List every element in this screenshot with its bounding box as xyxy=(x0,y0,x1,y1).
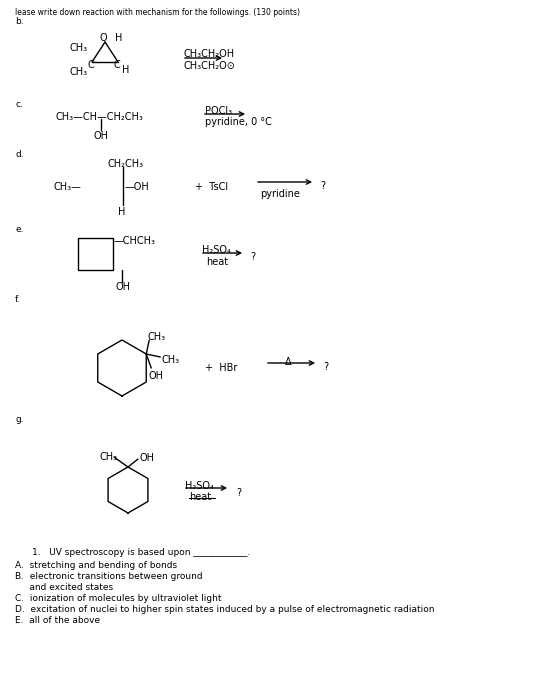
Text: H: H xyxy=(122,65,129,75)
Text: —OH: —OH xyxy=(125,182,150,192)
Bar xyxy=(78,238,113,270)
Text: D.  excitation of nuclei to higher spin states induced by a pulse of electromagn: D. excitation of nuclei to higher spin s… xyxy=(15,605,435,614)
Text: OH: OH xyxy=(116,282,131,292)
Text: CH₃: CH₃ xyxy=(69,43,87,53)
Text: O: O xyxy=(100,33,107,43)
Text: CH₃: CH₃ xyxy=(100,452,118,462)
Text: ?: ? xyxy=(320,181,325,191)
Text: CH₂CH₃: CH₂CH₃ xyxy=(108,159,144,169)
Text: ?: ? xyxy=(236,488,241,498)
Text: H: H xyxy=(115,33,122,43)
Text: CH₃CH₂OH: CH₃CH₂OH xyxy=(183,49,234,59)
Text: 1.   UV spectroscopy is based upon ____________.: 1. UV spectroscopy is based upon _______… xyxy=(32,548,250,557)
Text: POCl₃: POCl₃ xyxy=(205,106,232,116)
Text: ?: ? xyxy=(250,252,255,262)
Text: heat: heat xyxy=(189,492,211,502)
Text: —CHCH₃: —CHCH₃ xyxy=(114,236,156,246)
Text: B.  electronic transitions between ground: B. electronic transitions between ground xyxy=(15,572,203,581)
Text: CH₃: CH₃ xyxy=(147,332,165,342)
Text: A.  stretching and bending of bonds: A. stretching and bending of bonds xyxy=(15,561,177,570)
Text: C: C xyxy=(114,60,121,70)
Text: e.: e. xyxy=(15,225,24,234)
Text: H₂SO₄: H₂SO₄ xyxy=(202,245,231,255)
Text: H: H xyxy=(118,207,125,217)
Text: OH: OH xyxy=(140,453,155,463)
Text: g.: g. xyxy=(15,415,24,424)
Text: +  HBr: + HBr xyxy=(205,363,237,373)
Text: C: C xyxy=(87,60,94,70)
Text: pyridine, 0 °C: pyridine, 0 °C xyxy=(205,117,272,127)
Text: lease write down reaction with mechanism for the followings. (130 points): lease write down reaction with mechanism… xyxy=(15,8,300,17)
Text: C.  ionization of molecules by ultraviolet light: C. ionization of molecules by ultraviole… xyxy=(15,594,221,603)
Text: E.  all of the above: E. all of the above xyxy=(15,616,100,625)
Text: CH₃: CH₃ xyxy=(69,67,87,77)
Text: c.: c. xyxy=(15,100,23,109)
Text: f.: f. xyxy=(15,295,20,304)
Text: pyridine: pyridine xyxy=(260,189,300,199)
Text: b.: b. xyxy=(15,17,24,26)
Text: CH₃CH₂O⊙: CH₃CH₂O⊙ xyxy=(183,61,235,71)
Text: and excited states: and excited states xyxy=(15,583,113,592)
Text: CH₃: CH₃ xyxy=(161,355,179,365)
Text: OH: OH xyxy=(149,371,163,381)
Text: Δ: Δ xyxy=(285,357,292,367)
Text: H₂SO₄: H₂SO₄ xyxy=(185,481,214,491)
Text: CH₃—: CH₃— xyxy=(53,182,81,192)
Text: d.: d. xyxy=(15,150,24,159)
Text: heat: heat xyxy=(206,257,228,267)
Text: +  TsCl: + TsCl xyxy=(195,182,228,192)
Text: ?: ? xyxy=(323,362,328,372)
Text: OH: OH xyxy=(94,131,109,141)
Text: CH₃—CH—CH₂CH₃: CH₃—CH—CH₂CH₃ xyxy=(55,112,143,122)
